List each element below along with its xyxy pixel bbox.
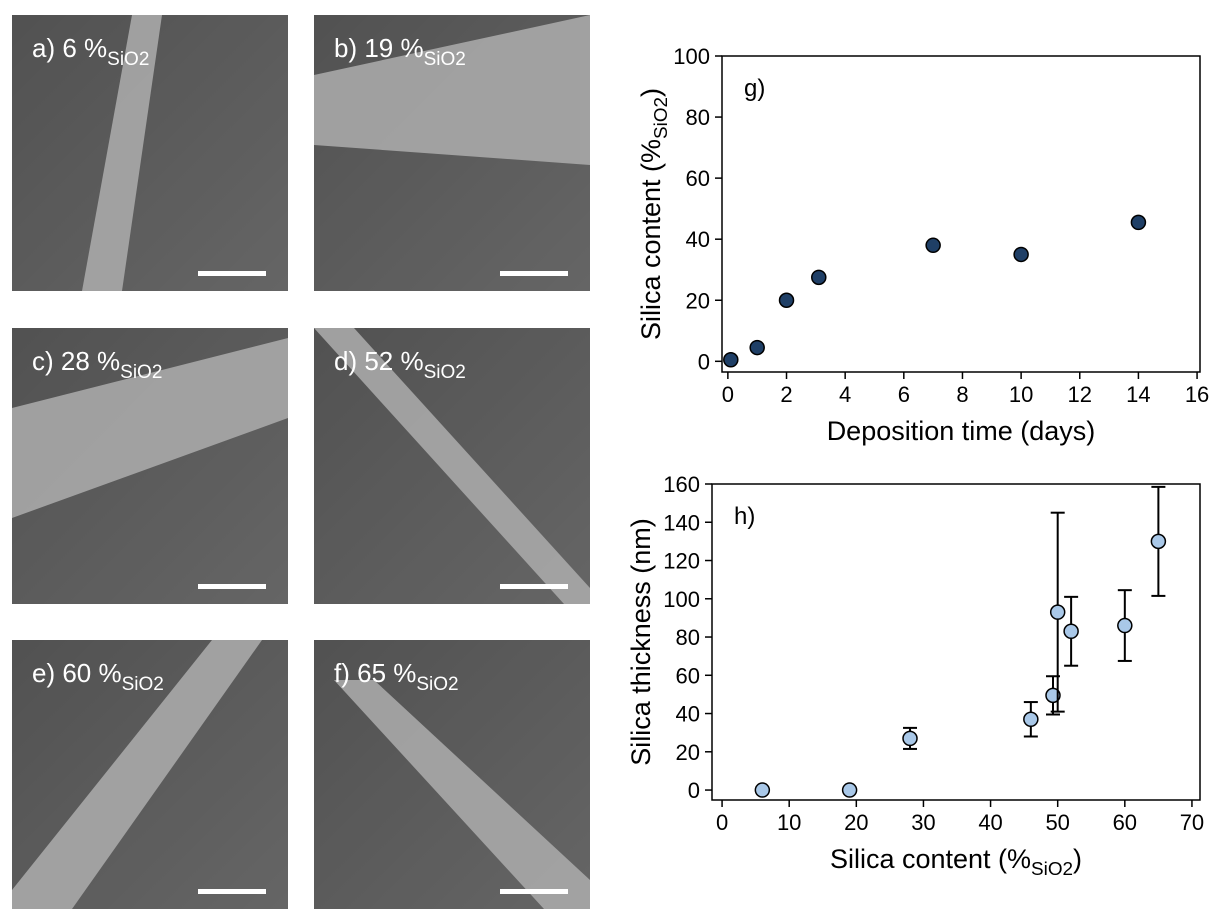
x-axis-label: Deposition time (days)	[827, 416, 1096, 446]
panel-annotation: h)	[734, 503, 755, 530]
x-tick-label: 60	[1113, 810, 1137, 835]
panel-annotation: g)	[744, 75, 765, 102]
panel-label-text: b) 19 %	[334, 33, 424, 63]
sem-fiber	[314, 15, 590, 165]
x-tick-label: 70	[1180, 810, 1204, 835]
y-axis-label: Silica thickness (nm)	[626, 518, 656, 766]
y-tick-label: 0	[688, 778, 700, 803]
x-tick-label: 2	[780, 382, 792, 407]
y-tick-label: 120	[663, 549, 700, 574]
panel-label: b) 19 %SiO2	[334, 33, 466, 70]
y-tick-label: 20	[686, 288, 710, 313]
data-point	[902, 730, 918, 747]
x-tick-label: 10	[777, 810, 801, 835]
scale-bar	[500, 271, 568, 276]
data-point	[841, 782, 858, 798]
y-tick-label: 20	[676, 740, 700, 765]
x-tick-label: 16	[1185, 382, 1209, 407]
y-tick-label: 160	[663, 472, 700, 497]
sem-fiber	[334, 680, 590, 909]
data-point	[1023, 711, 1039, 728]
sem-fiber	[12, 640, 262, 909]
panel-label-text: f) 65 %	[334, 658, 416, 688]
plot-frame	[721, 55, 1201, 373]
panel-label-subscript: SiO2	[424, 49, 466, 70]
y-tick-label: 60	[686, 166, 710, 191]
subscript: SiO2	[1031, 859, 1073, 880]
x-tick-label: 0	[722, 382, 734, 407]
y-tick-label: 100	[663, 587, 700, 612]
x-tick-label: 30	[911, 810, 935, 835]
data-point	[925, 237, 941, 254]
panel-label-text: d) 52 %	[334, 346, 424, 376]
plot-frame	[711, 483, 1201, 801]
y-tick-label: 40	[686, 227, 710, 252]
y-tick-label: 140	[663, 510, 700, 535]
data-point	[1117, 617, 1133, 634]
scale-bar	[198, 271, 266, 276]
y-tick-label: 0	[698, 349, 710, 374]
data-point	[1130, 214, 1147, 231]
data-point	[754, 782, 771, 798]
x-tick-label: 8	[956, 382, 968, 407]
x-tick-label: 6	[898, 382, 910, 407]
text-part: Silica content (%	[830, 844, 1031, 874]
panel-label-subscript: SiO2	[107, 49, 149, 70]
panel-label-subscript: SiO2	[424, 362, 466, 383]
panel-label-subscript: SiO2	[416, 674, 458, 695]
scale-bar	[500, 889, 568, 894]
panel-label-subscript: SiO2	[122, 674, 164, 695]
x-axis-label: Silica content (%SiO2)	[830, 844, 1082, 880]
data-point	[1013, 246, 1029, 263]
panel-label-text: c) 28 %	[32, 346, 120, 376]
panel-label-text: e) 60 %	[32, 658, 122, 688]
data-point	[1045, 687, 1061, 704]
text-part: Silica content (%	[636, 139, 666, 340]
text-part: )	[636, 88, 666, 97]
panel-label: f) 65 %SiO2	[334, 658, 459, 695]
text-part: Deposition time (days)	[827, 416, 1096, 446]
panel-label: c) 28 %SiO2	[32, 346, 162, 383]
y-tick-label: 80	[676, 625, 700, 650]
y-tick-label: 100	[673, 44, 710, 69]
y-tick-label: 40	[676, 702, 700, 727]
sem-fiber	[12, 338, 288, 518]
data-point	[1150, 533, 1167, 550]
x-tick-label: 20	[844, 810, 868, 835]
scale-bar	[198, 889, 266, 894]
x-tick-label: 12	[1068, 382, 1092, 407]
x-tick-label: 10	[1009, 382, 1033, 407]
text-part: )	[1073, 844, 1082, 874]
data-point	[1049, 604, 1066, 620]
data-point	[811, 269, 827, 286]
x-tick-label: 14	[1126, 382, 1150, 407]
data-point	[778, 292, 795, 309]
x-tick-label: 0	[716, 810, 728, 835]
scale-bar	[500, 584, 568, 589]
panel-label-subscript: SiO2	[120, 362, 162, 383]
x-tick-label: 4	[839, 382, 851, 407]
data-point	[723, 352, 739, 368]
data-point	[1063, 623, 1079, 640]
text-part: Silica thickness (nm)	[626, 518, 656, 766]
panel-label: a) 6 %SiO2	[32, 33, 149, 70]
x-tick-label: 50	[1045, 810, 1069, 835]
y-tick-label: 60	[676, 663, 700, 688]
panel-label: d) 52 %SiO2	[334, 346, 466, 383]
x-tick-label: 40	[978, 810, 1002, 835]
scale-bar	[198, 584, 266, 589]
data-point	[749, 339, 765, 356]
panel-label-text: a) 6 %	[32, 33, 107, 63]
sem-fiber	[314, 328, 590, 604]
sem-fiber	[82, 15, 162, 291]
subscript: SiO2	[651, 97, 672, 139]
y-axis-label: Silica content (%SiO2)	[636, 88, 672, 340]
y-tick-label: 80	[686, 105, 710, 130]
panel-label: e) 60 %SiO2	[32, 658, 164, 695]
